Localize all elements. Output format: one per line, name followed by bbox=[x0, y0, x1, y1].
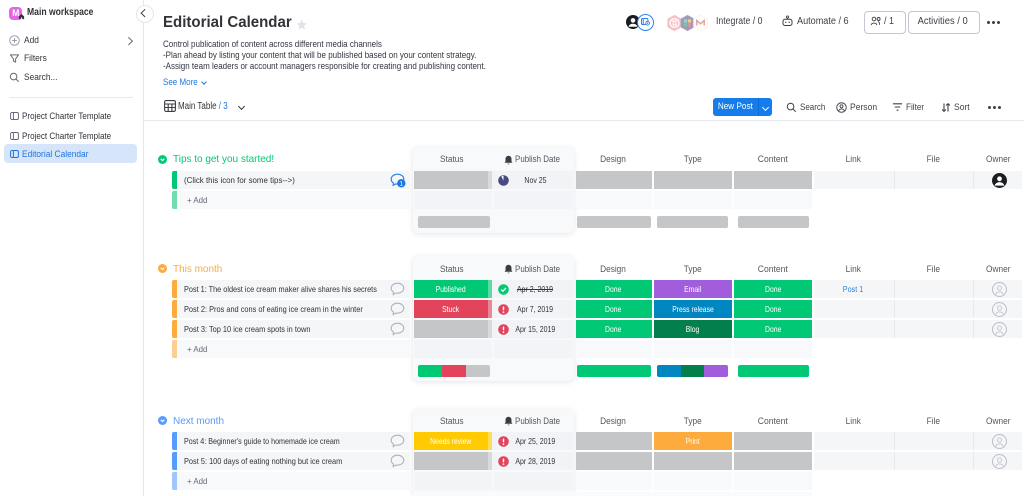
svg-text:1: 1 bbox=[399, 181, 403, 188]
